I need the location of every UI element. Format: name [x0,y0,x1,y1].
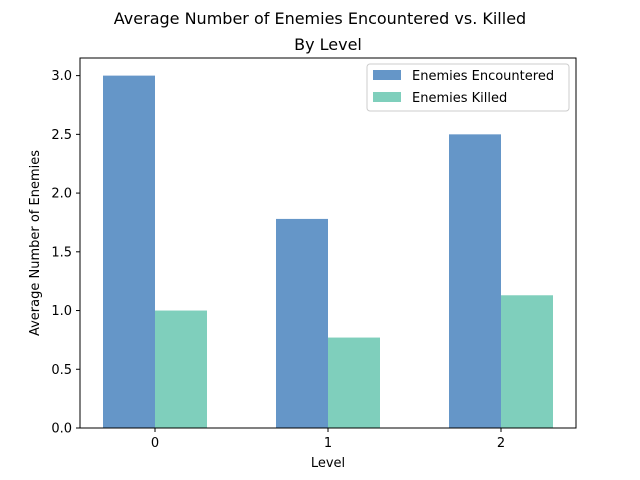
x-axis: 0 1 2 [151,428,505,451]
bars-group [103,75,553,428]
y-tick-label: 0.0 [51,422,72,437]
y-tick-label: 1.5 [51,245,72,260]
bar-encountered-level-0 [103,75,155,428]
y-tick-label: 2.5 [51,128,72,143]
bar-killed-level-2 [501,295,553,428]
bar-killed-level-0 [155,310,207,428]
y-tick-label: 2.0 [51,187,72,202]
bar-encountered-level-2 [449,134,501,428]
chart-title-line2: By Level [294,35,362,54]
chart-title-line1: Average Number of Enemies Encountered vs… [114,9,526,28]
y-axis-label: Average Number of Enemies [28,150,43,336]
x-tick-label: 1 [324,436,332,451]
y-axis: 0.0 0.5 1.0 1.5 2.0 2.5 3.0 [51,69,80,437]
bar-encountered-level-1 [276,218,328,428]
legend-box [366,63,570,112]
x-tick-label: 0 [151,436,159,451]
y-tick-label: 1.0 [51,304,72,319]
legend-swatch-killed [373,92,401,102]
x-tick-label: 2 [497,436,505,451]
bar-killed-level-1 [328,337,380,428]
y-tick-label: 0.5 [51,363,72,378]
legend: Enemies Encountered Enemies Killed [366,63,570,112]
legend-label-killed: Enemies Killed [412,91,507,106]
y-tick-label: 3.0 [51,69,72,84]
x-axis-label: Level [311,456,345,471]
legend-label-encountered: Enemies Encountered [412,69,554,84]
legend-swatch-encountered [373,70,401,80]
